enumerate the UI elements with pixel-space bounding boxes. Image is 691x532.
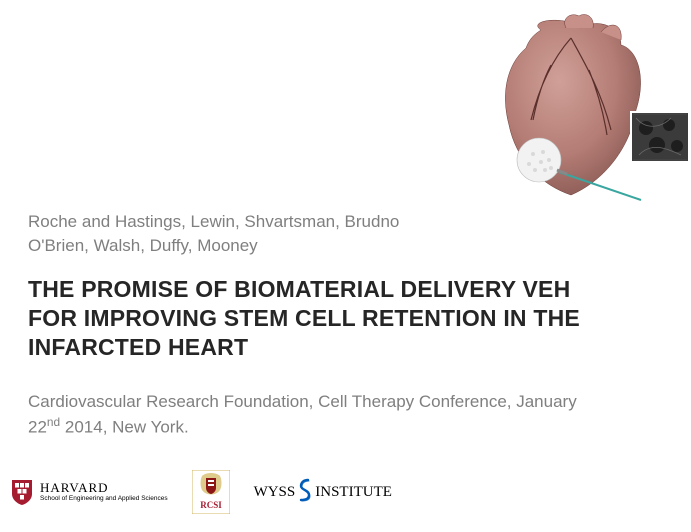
biomaterial-patch-icon [517, 138, 561, 182]
authors-block: Roche and Hastings, Lewin, Shvartsman, B… [28, 210, 399, 258]
harvard-text-block: HARVARD School of Engineering and Applie… [40, 481, 168, 503]
harvard-subtitle: School of Engineering and Applied Scienc… [40, 496, 168, 503]
logo-row: HARVARD School of Engineering and Applie… [10, 470, 392, 514]
venue-line-1: Cardiovascular Research Foundation, Cell… [28, 392, 577, 411]
heart-vessel-icon [565, 15, 594, 29]
venue-block: Cardiovascular Research Foundation, Cell… [28, 390, 577, 439]
wyss-right: INSTITUTE [315, 484, 392, 501]
slide-title: THE PROMISE OF BIOMATERIAL DELIVERY VEH … [28, 275, 691, 361]
venue-day: 22 [28, 417, 47, 436]
title-line-3: INFARCTED HEART [28, 333, 691, 362]
harvard-shield-icon [10, 478, 34, 506]
venue-ordinal: nd [47, 415, 60, 429]
authors-line-2: O'Brien, Walsh, Duffy, Mooney [28, 234, 399, 258]
wyss-logo: WYSS INSTITUTE [254, 477, 392, 508]
title-line-2: FOR IMPROVING STEM CELL RETENTION IN THE [28, 304, 691, 333]
authors-line-1: Roche and Hastings, Lewin, Shvartsman, B… [28, 210, 399, 234]
rcsi-label: RCSI [200, 500, 222, 510]
title-line-1: THE PROMISE OF BIOMATERIAL DELIVERY VEH [28, 275, 691, 304]
rcsi-logo: RCSI [192, 470, 230, 514]
wyss-left: WYSS [254, 484, 296, 501]
sem-inset-icon [631, 112, 689, 162]
harvard-name: HARVARD [40, 481, 168, 494]
venue-tail: 2014, New York. [60, 417, 189, 436]
heart-illustration [471, 10, 691, 210]
slide: Roche and Hastings, Lewin, Shvartsman, B… [0, 0, 691, 532]
harvard-logo: HARVARD School of Engineering and Applie… [10, 478, 168, 506]
wyss-s-icon [298, 477, 312, 508]
